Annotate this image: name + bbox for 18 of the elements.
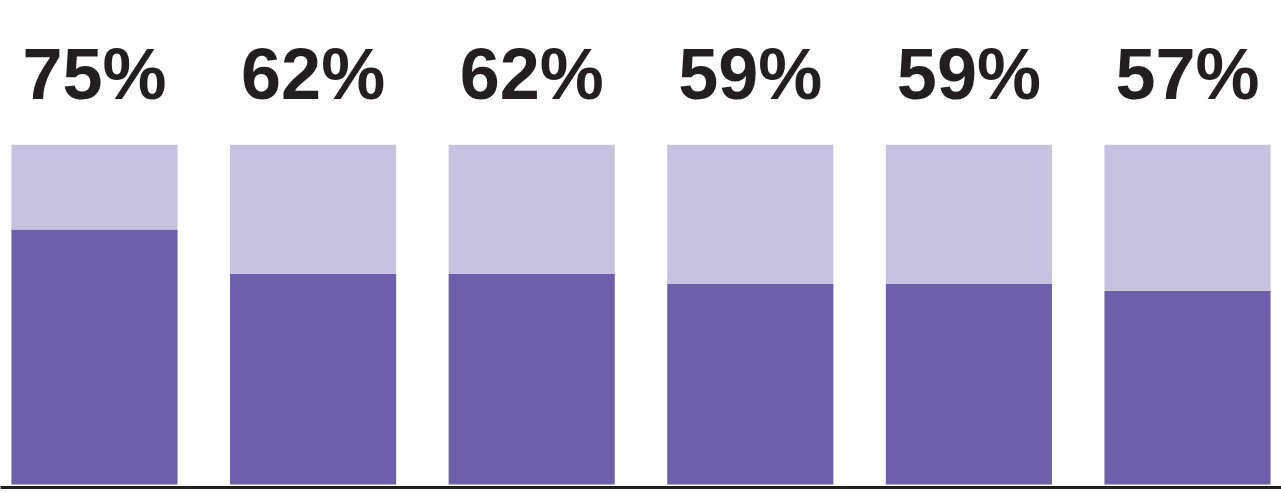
bar xyxy=(1104,290,1271,485)
bar xyxy=(885,283,1052,485)
bar xyxy=(885,144,1052,284)
bar xyxy=(448,144,615,274)
bar xyxy=(11,229,178,485)
data-label: 59% xyxy=(678,34,823,115)
data-label: 62% xyxy=(459,34,604,115)
bar xyxy=(667,283,834,485)
bar xyxy=(230,144,397,274)
bar xyxy=(448,273,615,485)
data-label: 59% xyxy=(896,34,1041,115)
data-label: 62% xyxy=(241,34,386,115)
bar xyxy=(11,144,178,230)
data-label: 57% xyxy=(1115,34,1260,115)
data-label: 75% xyxy=(22,34,167,115)
bar xyxy=(1104,144,1271,291)
bar xyxy=(230,273,397,485)
bar xyxy=(667,144,834,284)
